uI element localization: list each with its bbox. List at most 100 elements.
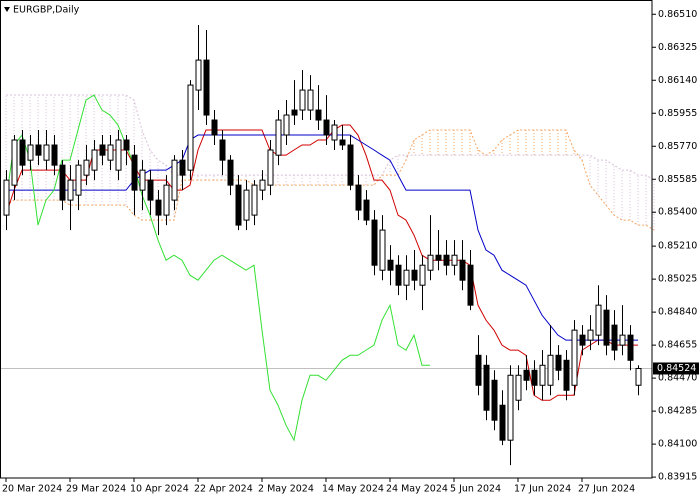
candle-body bbox=[19, 139, 26, 166]
candle-body bbox=[483, 364, 490, 411]
candle-body bbox=[515, 374, 522, 401]
candle-body bbox=[347, 144, 354, 186]
candle-body bbox=[195, 59, 202, 91]
candle-body bbox=[27, 144, 34, 161]
candle-body bbox=[299, 89, 306, 111]
candle-body bbox=[323, 119, 330, 136]
candle-body bbox=[467, 264, 474, 306]
x-tick-label: 24 May 2024 bbox=[386, 484, 448, 495]
candle-body bbox=[491, 379, 498, 421]
candle-body bbox=[419, 264, 426, 286]
x-tick-label: 5 Jun 2024 bbox=[450, 484, 501, 495]
candle-body bbox=[243, 189, 250, 221]
candle-body bbox=[331, 124, 338, 141]
candle-body bbox=[539, 364, 546, 386]
candle-body bbox=[67, 179, 74, 201]
y-tick-label: 0.86510 bbox=[658, 9, 697, 20]
candle-body bbox=[459, 259, 466, 281]
x-tick-label: 2 May 2024 bbox=[258, 484, 314, 495]
candle-body bbox=[171, 159, 178, 201]
candle-body bbox=[259, 179, 266, 191]
candle-body bbox=[91, 149, 98, 171]
candle-body bbox=[211, 119, 218, 136]
x-tick-label: 10 Apr 2024 bbox=[130, 484, 189, 495]
candle-body bbox=[203, 59, 210, 116]
candle-body bbox=[147, 179, 154, 201]
candle-body bbox=[435, 254, 442, 261]
candle-body bbox=[131, 154, 138, 191]
x-tick-label: 27 Jun 2024 bbox=[578, 484, 635, 495]
candle-body bbox=[339, 139, 346, 146]
indicator-line bbox=[6, 134, 638, 341]
candle-body bbox=[83, 159, 90, 176]
candle-body bbox=[155, 199, 162, 216]
candle-body bbox=[475, 354, 482, 386]
x-tick-label: 29 Mar 2024 bbox=[66, 484, 126, 495]
candle-body bbox=[563, 359, 570, 391]
last-price-box bbox=[653, 362, 699, 375]
candle-body bbox=[603, 309, 610, 346]
x-tick-label: 22 Apr 2024 bbox=[194, 484, 253, 495]
candle-body bbox=[139, 169, 146, 191]
candle-body bbox=[371, 219, 378, 266]
candle-body bbox=[395, 264, 402, 286]
candle-body bbox=[115, 139, 122, 171]
y-tick-label: 0.86140 bbox=[658, 75, 697, 86]
candle-body bbox=[579, 334, 586, 346]
candle-body bbox=[443, 254, 450, 266]
candle-body bbox=[387, 259, 394, 271]
candle-body bbox=[587, 329, 594, 341]
y-tick-label: 0.85585 bbox=[658, 174, 697, 185]
y-tick-label: 0.86325 bbox=[658, 42, 697, 53]
x-tick-label: 20 Mar 2024 bbox=[2, 484, 62, 495]
y-tick-label: 0.84470 bbox=[658, 373, 697, 384]
y-tick-label: 0.85955 bbox=[658, 108, 697, 119]
x-tick-label: 17 Jun 2024 bbox=[514, 484, 571, 495]
last-price-label: 0.84524 bbox=[657, 363, 696, 374]
cloud-boundary bbox=[6, 94, 655, 181]
candle-body bbox=[571, 329, 578, 386]
chart-title: EURGBP,Daily bbox=[13, 5, 80, 16]
candle-body bbox=[35, 144, 42, 156]
menu-triangle[interactable] bbox=[4, 7, 10, 12]
candle-body bbox=[595, 304, 602, 336]
candle-body bbox=[531, 369, 538, 386]
candle-body bbox=[235, 184, 242, 226]
candle-body bbox=[499, 404, 506, 441]
candle-body bbox=[355, 184, 362, 211]
y-tick-label: 0.85210 bbox=[658, 241, 697, 252]
candle-body bbox=[227, 159, 234, 186]
candle-body bbox=[99, 144, 106, 156]
candle-body bbox=[163, 184, 170, 216]
candle-body bbox=[307, 89, 314, 111]
candle-body bbox=[451, 254, 458, 266]
candle-body bbox=[107, 144, 114, 161]
candle-body bbox=[379, 229, 386, 271]
candle-body bbox=[547, 354, 554, 386]
candle-body bbox=[11, 139, 18, 186]
candle-body bbox=[635, 367, 642, 386]
y-tick-label: 0.84840 bbox=[658, 307, 697, 318]
candle-body bbox=[219, 139, 226, 161]
y-tick-label: 0.84285 bbox=[658, 406, 697, 417]
candle-body bbox=[43, 144, 50, 161]
candle-body bbox=[555, 354, 562, 371]
candle-body bbox=[179, 159, 186, 176]
y-tick-label: 0.83915 bbox=[658, 472, 697, 483]
indicator-line bbox=[5, 94, 430, 442]
candle-body bbox=[363, 199, 370, 221]
candle-body bbox=[507, 374, 514, 441]
candle-body bbox=[3, 179, 10, 216]
y-tick-label: 0.85025 bbox=[658, 274, 697, 285]
candle-body bbox=[75, 164, 82, 196]
y-tick-label: 0.85400 bbox=[658, 207, 697, 218]
y-tick-label: 0.85770 bbox=[658, 141, 697, 152]
candle-body bbox=[187, 84, 194, 171]
x-tick-label: 14 May 2024 bbox=[322, 484, 384, 495]
candle-body bbox=[251, 184, 258, 216]
candle-body bbox=[283, 114, 290, 136]
candle-body bbox=[59, 164, 66, 201]
